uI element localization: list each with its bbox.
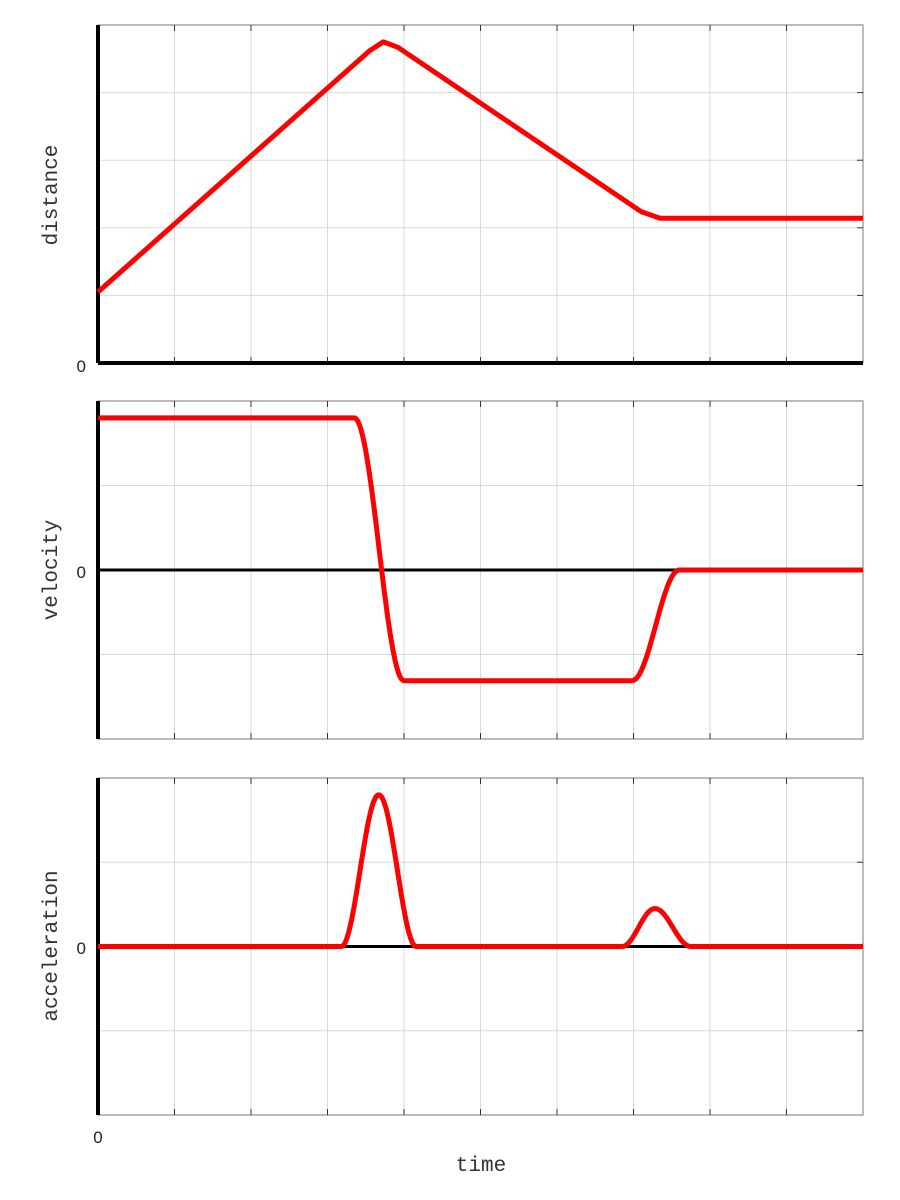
ytick-zero-acceleration: 0 [77,939,86,958]
distance-series-line [96,39,863,294]
xtick-zero: 0 [93,1128,102,1147]
ytick-zero-velocity: 0 [77,563,86,582]
xlabel-time: time [456,1155,506,1178]
ylabel-velocity: velocity [41,520,64,621]
ylabel-distance: distance [41,145,64,246]
ylabel-acceleration: acceleration [41,870,64,1021]
velocity-series-line [98,415,863,684]
acceleration-series-line [98,792,863,949]
ytick-zero-distance: 0 [77,357,86,376]
